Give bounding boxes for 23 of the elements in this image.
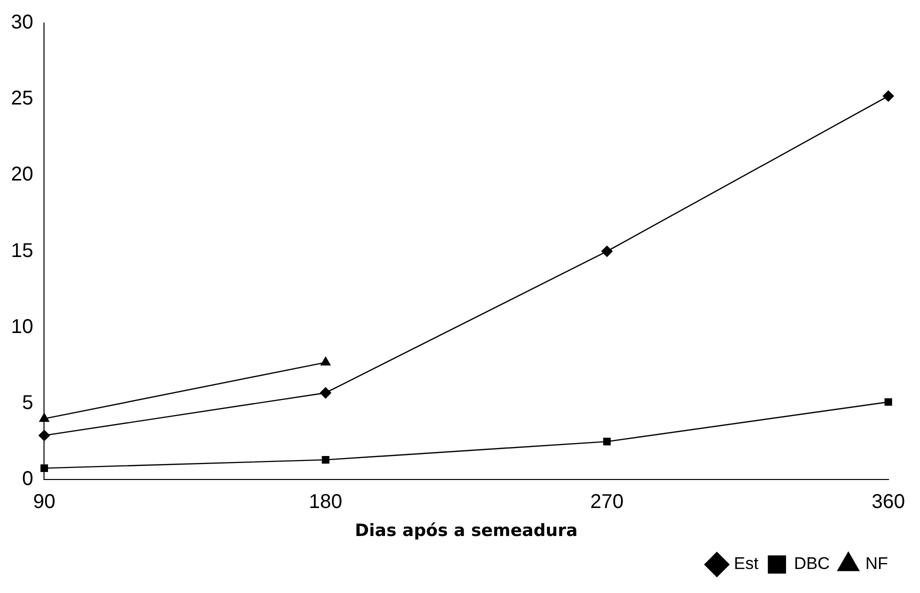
x-tick-label: 180 xyxy=(308,491,342,514)
y-tick-label: 20 xyxy=(10,164,34,186)
y-tick-label: 30 xyxy=(10,12,34,34)
point xyxy=(884,398,892,406)
point xyxy=(322,456,330,464)
legend-label: DBC xyxy=(794,554,830,574)
y-tick-label: 5 xyxy=(22,392,34,414)
point xyxy=(320,387,332,398)
point xyxy=(882,90,894,102)
legend-label: Est xyxy=(734,554,759,574)
y-tick-label: 0 xyxy=(22,468,34,490)
point xyxy=(603,438,611,446)
point xyxy=(601,246,613,257)
x-tick-label: 90 xyxy=(33,491,56,514)
point xyxy=(40,464,48,472)
y-tick-label: 10 xyxy=(10,316,34,338)
x-axis-title: Dias após a semeadura xyxy=(354,521,578,542)
x-tick-label: 270 xyxy=(590,491,624,514)
y-tick-label: 15 xyxy=(10,240,34,262)
legend-label: NF xyxy=(865,554,888,574)
y-tick-label: 25 xyxy=(10,88,34,110)
x-tick-label: 360 xyxy=(872,491,906,514)
point xyxy=(38,430,50,442)
